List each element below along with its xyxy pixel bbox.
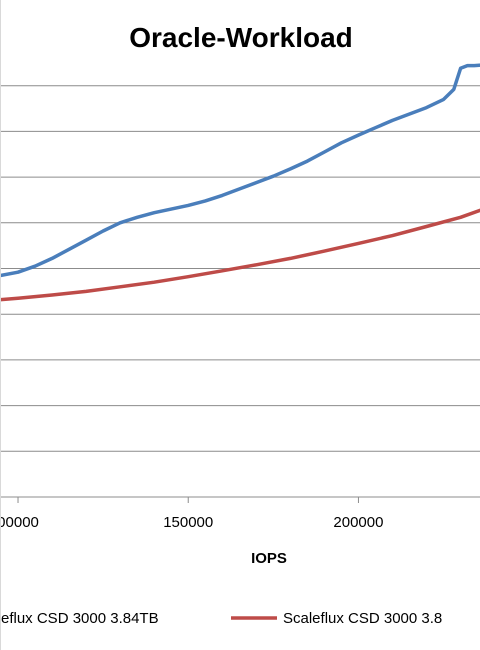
legend-label-1: Scaleflux CSD 3000 3.8 <box>283 610 442 627</box>
legend-label-0: eflux CSD 3000 3.84TB <box>1 610 159 627</box>
chart-title: Oracle-Workload <box>129 22 353 53</box>
x-tick-label-0: 00000 <box>1 514 39 531</box>
x-tick-label-2: 200000 <box>333 514 383 531</box>
series-line-1 <box>1 208 480 302</box>
series-line-0 <box>1 63 480 278</box>
x-tick-label-1: 150000 <box>163 514 213 531</box>
x-axis-label: IOPS <box>251 550 287 567</box>
